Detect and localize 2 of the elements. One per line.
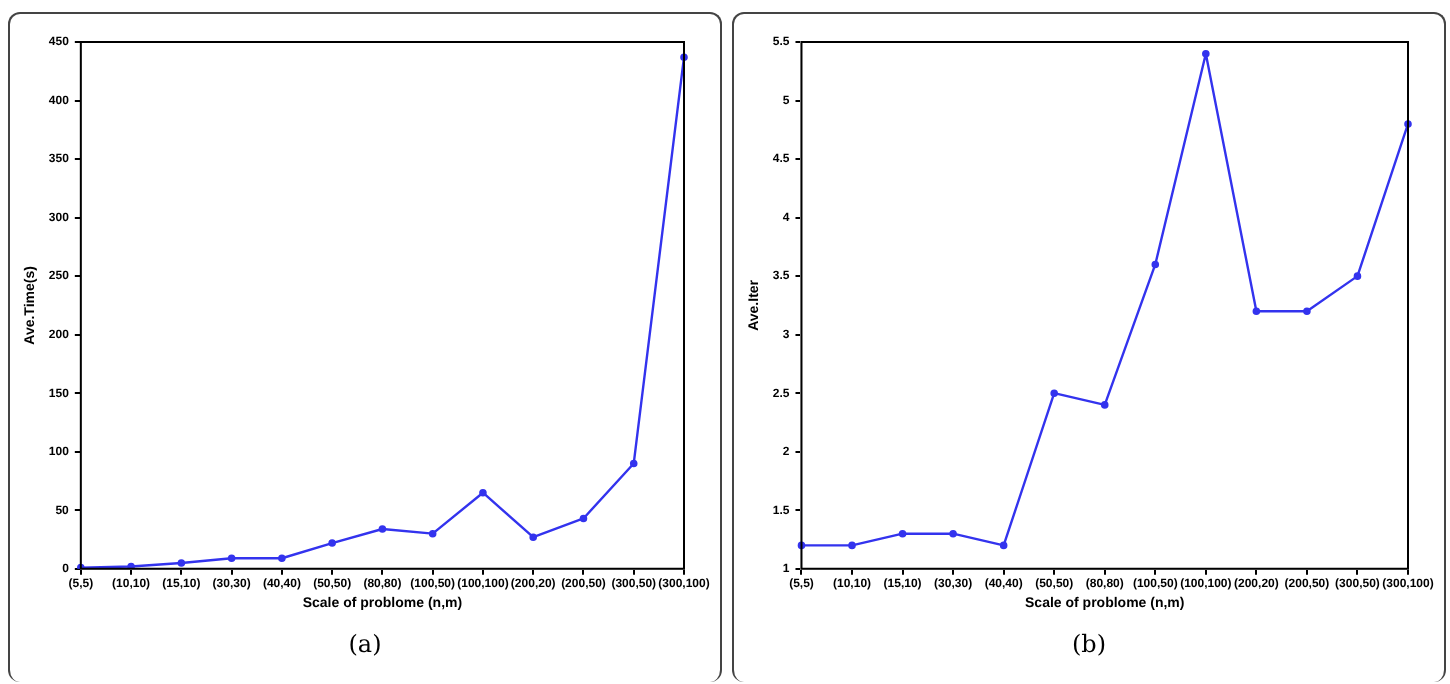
text: (b) xyxy=(1069,630,1109,658)
text: (a) xyxy=(346,630,384,658)
